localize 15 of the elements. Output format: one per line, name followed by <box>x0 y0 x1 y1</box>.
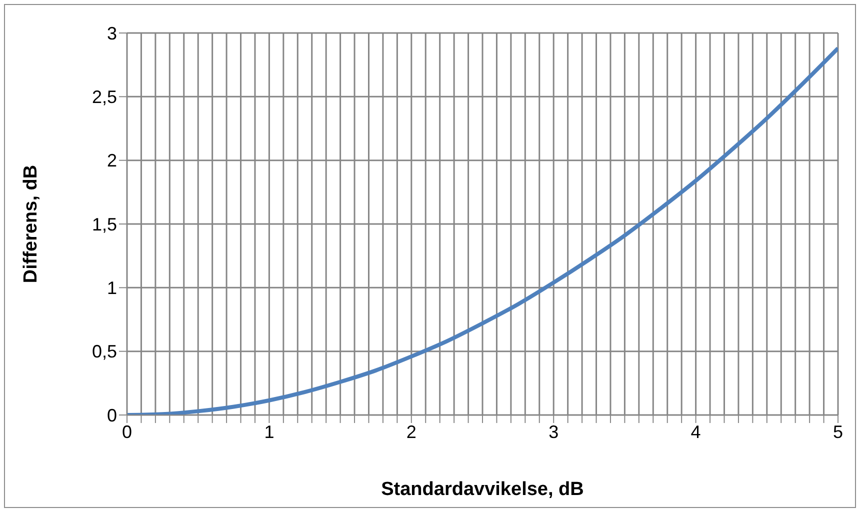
x-tick-label: 4 <box>690 422 701 442</box>
x-tick-label: 1 <box>264 422 274 442</box>
x-tick-label: 0 <box>122 422 132 442</box>
y-tick-label: 2 <box>106 150 117 171</box>
x-tick-label: 5 <box>832 422 844 442</box>
y-tick-label: 2,5 <box>92 87 117 108</box>
y-axis-title: Differens, dB <box>20 164 42 284</box>
x-axis-title: Standardavvikelse, dB <box>381 479 584 500</box>
x-tick-label: 2 <box>406 422 416 442</box>
y-tick-label: 0 <box>106 405 117 426</box>
y-tick-label: 3 <box>106 23 117 44</box>
y-tick-label: 0,5 <box>92 342 117 362</box>
x-tick-label: 3 <box>548 422 559 442</box>
y-tick-label: 1,5 <box>92 214 117 234</box>
y-tick-label: 1 <box>106 278 117 298</box>
